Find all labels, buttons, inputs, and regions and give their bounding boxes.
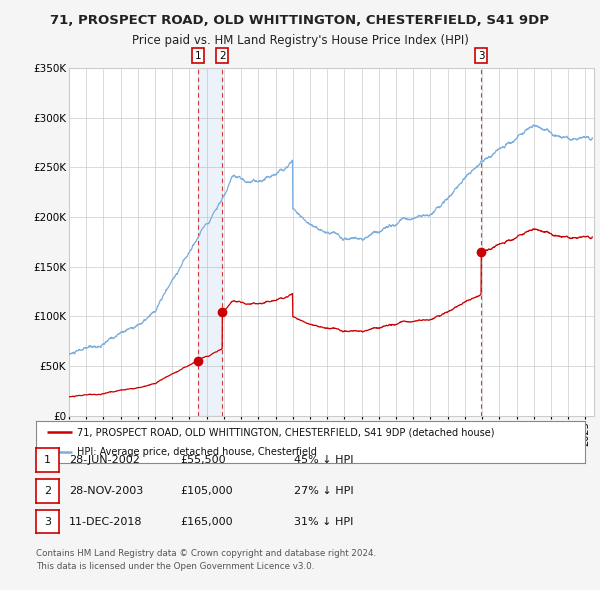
Text: HPI: Average price, detached house, Chesterfield: HPI: Average price, detached house, Ches… xyxy=(77,447,317,457)
Text: 27% ↓ HPI: 27% ↓ HPI xyxy=(294,486,353,496)
Text: Contains HM Land Registry data © Crown copyright and database right 2024.: Contains HM Land Registry data © Crown c… xyxy=(36,549,376,558)
Text: Price paid vs. HM Land Registry's House Price Index (HPI): Price paid vs. HM Land Registry's House … xyxy=(131,34,469,47)
Text: 1: 1 xyxy=(194,51,201,61)
Text: £105,000: £105,000 xyxy=(180,486,233,496)
Text: This data is licensed under the Open Government Licence v3.0.: This data is licensed under the Open Gov… xyxy=(36,562,314,571)
Text: 71, PROSPECT ROAD, OLD WHITTINGTON, CHESTERFIELD, S41 9DP: 71, PROSPECT ROAD, OLD WHITTINGTON, CHES… xyxy=(50,14,550,27)
Text: 2: 2 xyxy=(44,486,51,496)
Text: 45% ↓ HPI: 45% ↓ HPI xyxy=(294,455,353,465)
Text: 11-DEC-2018: 11-DEC-2018 xyxy=(69,517,143,526)
Text: £165,000: £165,000 xyxy=(180,517,233,526)
Text: 71, PROSPECT ROAD, OLD WHITTINGTON, CHESTERFIELD, S41 9DP (detached house): 71, PROSPECT ROAD, OLD WHITTINGTON, CHES… xyxy=(77,427,494,437)
Text: 3: 3 xyxy=(478,51,485,61)
Bar xyxy=(198,68,223,416)
Text: 2: 2 xyxy=(219,51,226,61)
Text: 3: 3 xyxy=(44,517,51,526)
Text: 28-JUN-2002: 28-JUN-2002 xyxy=(69,455,140,465)
Text: 28-NOV-2003: 28-NOV-2003 xyxy=(69,486,143,496)
Text: 1: 1 xyxy=(44,455,51,465)
Text: 31% ↓ HPI: 31% ↓ HPI xyxy=(294,517,353,526)
Text: £55,500: £55,500 xyxy=(180,455,226,465)
